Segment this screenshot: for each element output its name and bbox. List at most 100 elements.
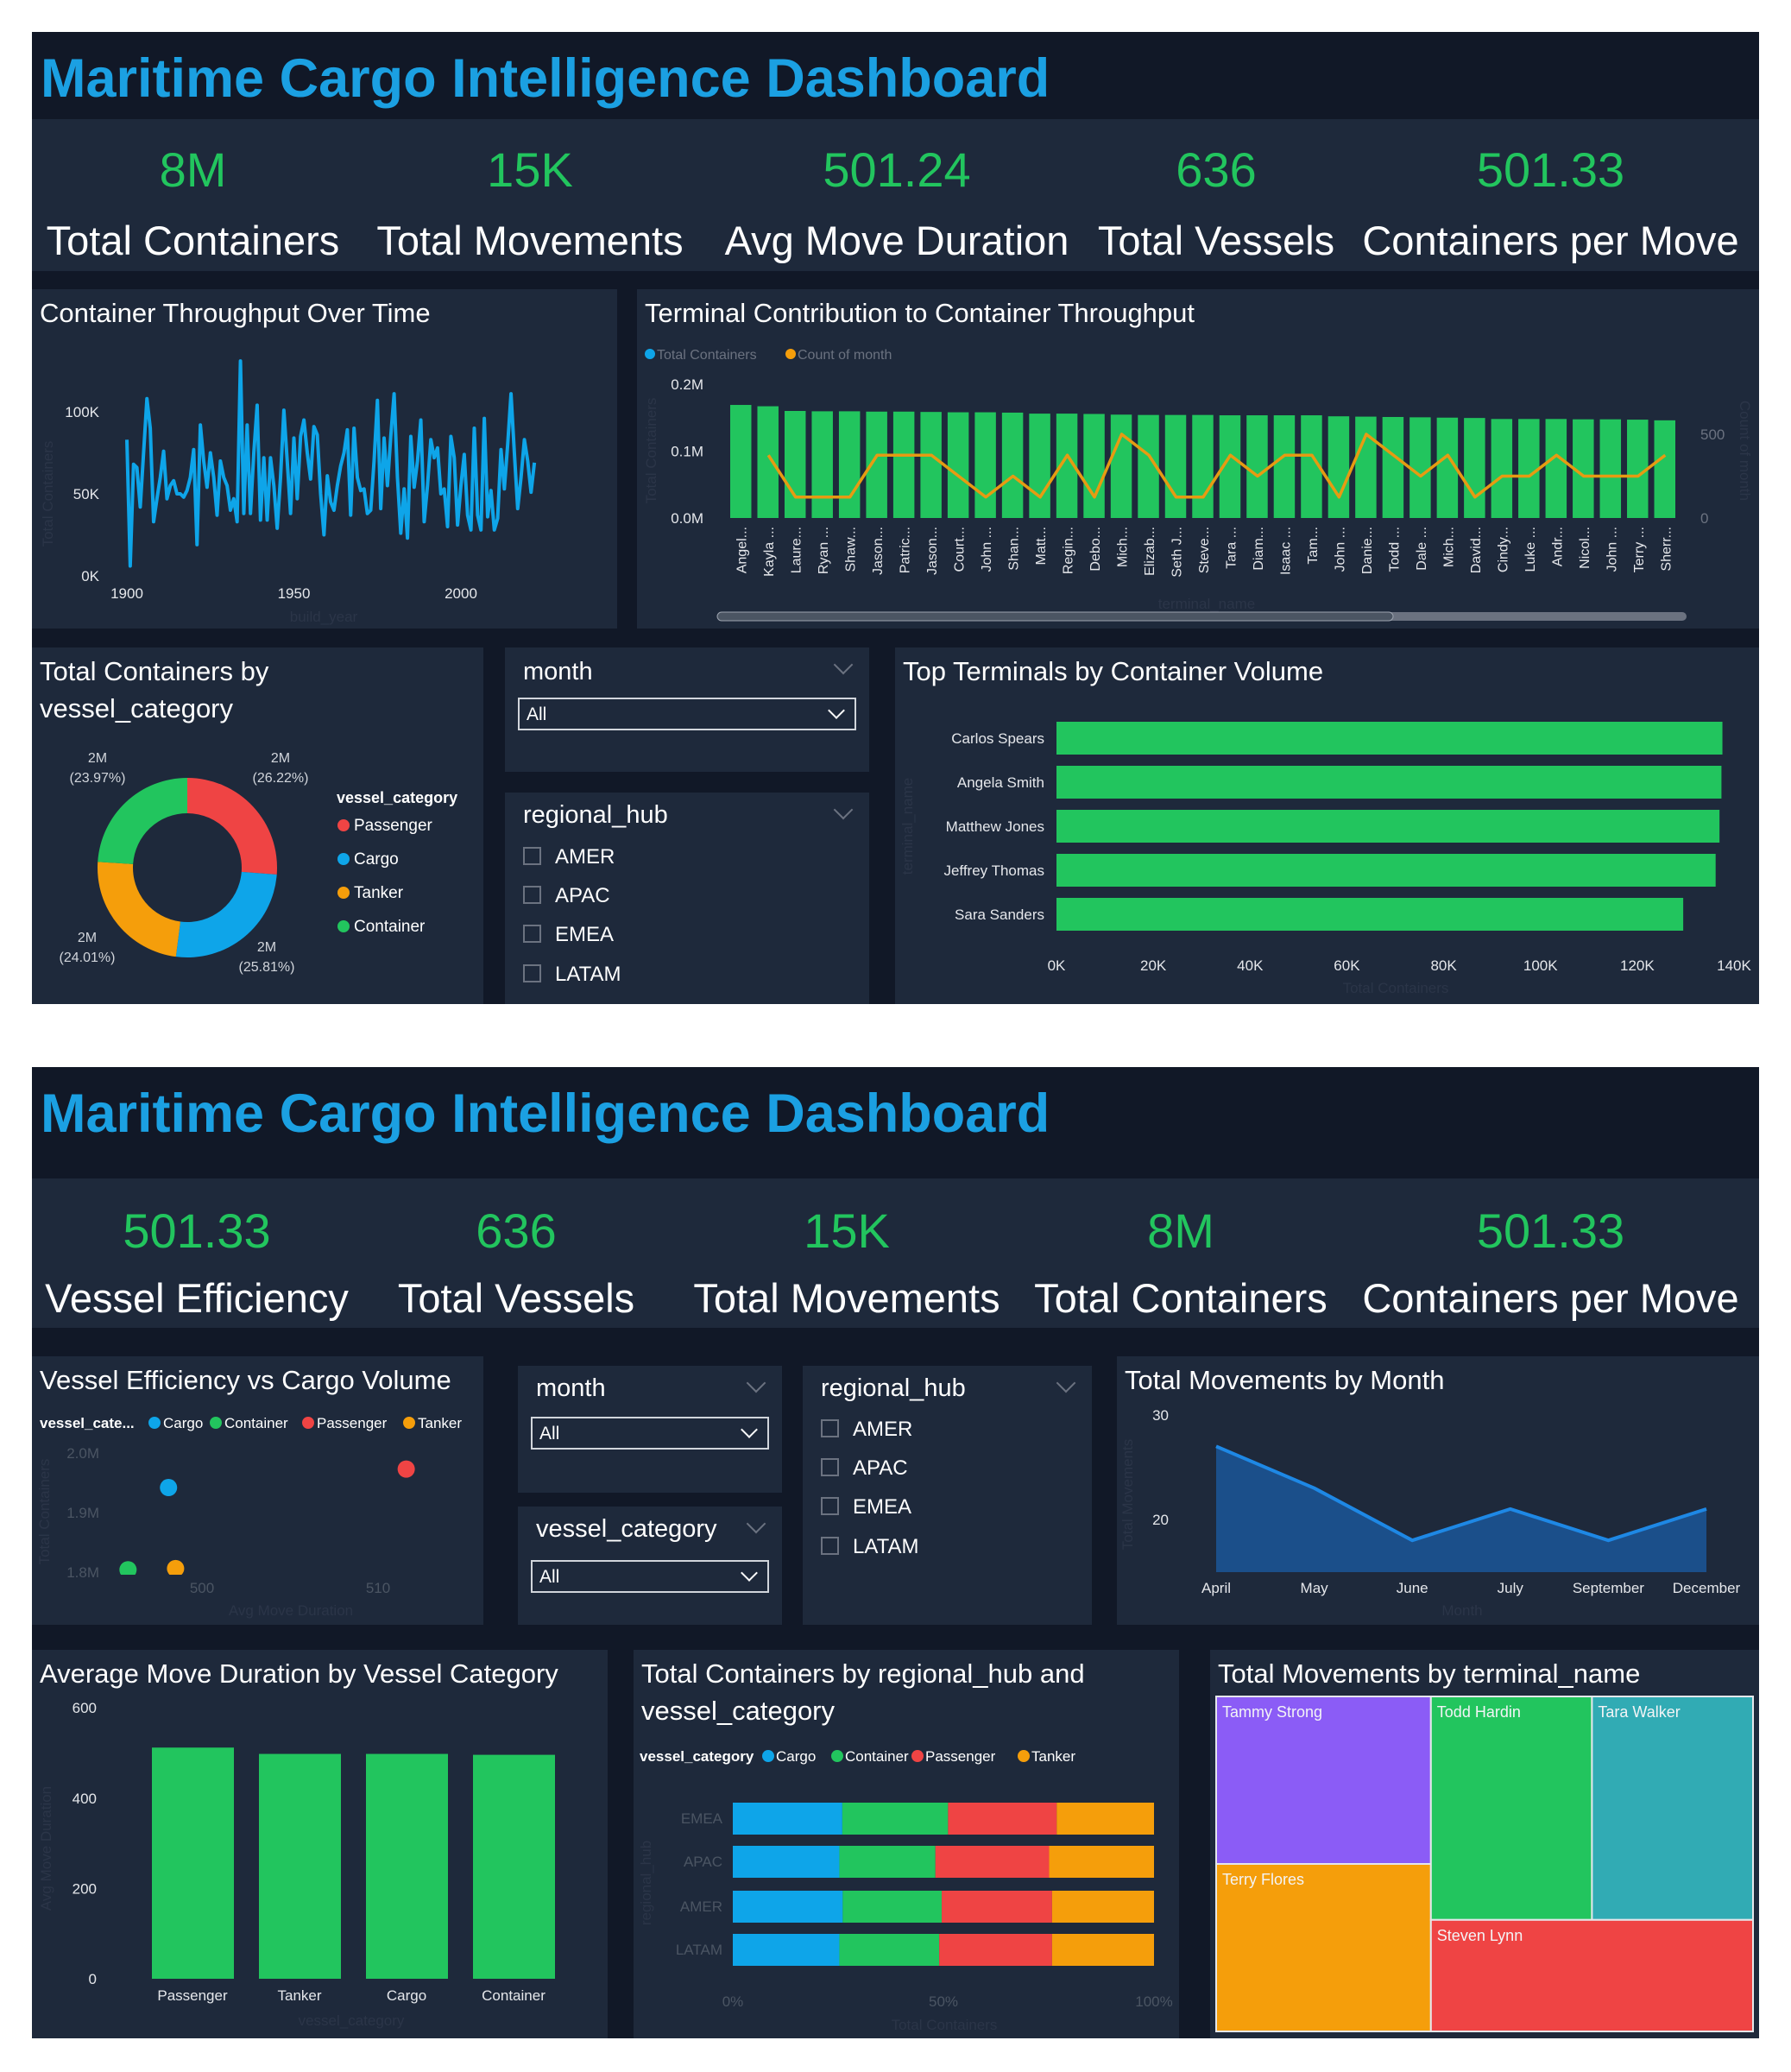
bar[interactable] (1110, 414, 1132, 518)
bar[interactable] (366, 1753, 448, 1979)
treemap-tile[interactable] (1429, 1696, 1593, 1921)
donut-slice-passenger[interactable] (187, 778, 278, 875)
chevron-down-icon[interactable] (833, 799, 854, 820)
donut-slice-tanker[interactable] (97, 862, 181, 957)
chevron-down-icon[interactable] (746, 1373, 766, 1393)
stacked-segment-cargo[interactable] (733, 1891, 843, 1923)
option-label[interactable]: APAC (853, 1456, 908, 1480)
bar[interactable] (1192, 414, 1214, 518)
stacked-segment-passenger[interactable] (935, 1846, 1050, 1878)
scatter-point-passenger[interactable] (397, 1460, 415, 1478)
bar[interactable] (1382, 416, 1404, 518)
bar[interactable] (1246, 415, 1268, 518)
bar[interactable] (1273, 415, 1296, 518)
stacked-segment-container[interactable] (839, 1846, 936, 1878)
checkbox-amer[interactable] (821, 1419, 839, 1437)
month-dropdown[interactable]: All (531, 1417, 769, 1450)
avg-duration-panel[interactable]: Average Move Duration by Vessel Category… (32, 1650, 608, 2038)
donut-slice-cargo[interactable] (175, 871, 277, 957)
option-label[interactable]: LATAM (853, 1535, 919, 1558)
bar[interactable] (730, 405, 752, 518)
bar[interactable] (811, 411, 833, 518)
top-terminals-panel[interactable]: Top Terminals by Container Volume Carlos… (895, 648, 1759, 1004)
bar[interactable] (1599, 419, 1622, 518)
option-label[interactable]: LATAM (555, 963, 621, 986)
movements-by-month-panel[interactable]: Total Movements by Month 20 30 April May Jun… (1117, 1356, 1759, 1625)
bar[interactable] (1518, 419, 1540, 518)
bar[interactable] (920, 412, 942, 518)
treemap-panel[interactable]: Total Movements by terminal_name Tammy S… (1210, 1650, 1759, 2038)
stacked-segment-passenger[interactable] (939, 1934, 1052, 1966)
month-dropdown[interactable]: All (518, 698, 856, 730)
bar[interactable] (152, 1747, 234, 1979)
bar[interactable] (1056, 766, 1722, 799)
treemap-tile[interactable] (1215, 1696, 1432, 1865)
bar[interactable] (259, 1753, 341, 1979)
checkbox-emea[interactable] (523, 925, 541, 943)
bar[interactable] (1327, 416, 1350, 518)
treemap-tile[interactable] (1591, 1696, 1754, 1921)
bar[interactable] (757, 406, 779, 518)
bar[interactable] (1001, 412, 1024, 518)
bar[interactable] (473, 1754, 555, 1979)
option-label[interactable]: APAC (555, 884, 610, 907)
option-label[interactable]: EMEA (555, 923, 615, 946)
checkbox-apac[interactable] (523, 886, 541, 904)
chevron-down-icon[interactable] (746, 1513, 766, 1534)
stacked-bar-panel[interactable]: Total Containers by regional_hub and vess… (634, 1650, 1179, 2038)
scatter-point-cargo[interactable] (160, 1479, 178, 1497)
checkbox-latam[interactable] (523, 964, 541, 982)
bar[interactable] (838, 411, 861, 518)
stacked-segment-container[interactable] (839, 1934, 940, 1966)
checkbox-emea[interactable] (821, 1497, 839, 1515)
scatter-point-tanker[interactable] (167, 1559, 185, 1577)
stacked-segment-cargo[interactable] (733, 1846, 840, 1878)
stacked-segment-cargo[interactable] (733, 1803, 842, 1835)
bar[interactable] (1545, 419, 1567, 518)
bar[interactable] (784, 411, 806, 518)
throughput-chart-panel[interactable]: Container Throughput Over Time 0K 50K 100K… (32, 289, 617, 629)
horizontal-scrollbar-thumb[interactable] (716, 611, 1394, 622)
stacked-segment-tanker[interactable] (1049, 1846, 1154, 1878)
stacked-segment-tanker[interactable] (1051, 1934, 1154, 1966)
bar[interactable] (1029, 414, 1050, 518)
bar[interactable] (1491, 419, 1513, 518)
terminal-contribution-panel[interactable]: Terminal Contribution to Container Throu… (637, 289, 1759, 629)
bar[interactable] (1056, 722, 1723, 755)
stacked-segment-passenger[interactable] (948, 1803, 1057, 1835)
checkbox-apac[interactable] (821, 1458, 839, 1476)
donut-slice-container[interactable] (98, 778, 187, 864)
bar[interactable] (1164, 414, 1187, 518)
stacked-segment-cargo[interactable] (733, 1934, 840, 1966)
donut-chart-panel[interactable]: Total Containers by vessel_category 2M (26… (32, 648, 483, 1004)
bar[interactable] (1056, 898, 1684, 931)
option-label[interactable]: AMER (853, 1418, 913, 1441)
treemap-tile[interactable] (1215, 1863, 1432, 2032)
scatter-point-container[interactable] (119, 1561, 137, 1578)
option-label[interactable]: EMEA (853, 1495, 912, 1519)
stacked-segment-tanker[interactable] (1056, 1803, 1154, 1835)
bar[interactable] (1654, 420, 1675, 518)
stacked-segment-container[interactable] (842, 1891, 943, 1923)
chevron-down-icon[interactable] (833, 654, 854, 675)
bar[interactable] (1056, 854, 1716, 887)
stacked-segment-container[interactable] (842, 1803, 949, 1835)
bar[interactable] (1627, 420, 1649, 518)
option-label[interactable]: AMER (555, 845, 615, 869)
bar[interactable] (892, 411, 915, 518)
bar[interactable] (1355, 416, 1377, 518)
stacked-segment-passenger[interactable] (942, 1891, 1052, 1923)
bar[interactable] (947, 412, 969, 518)
vessel-category-dropdown[interactable]: All (531, 1560, 769, 1593)
chevron-down-icon[interactable] (1056, 1373, 1076, 1393)
checkbox-latam[interactable] (821, 1537, 839, 1555)
treemap-tile[interactable] (1429, 1918, 1755, 2032)
bar[interactable] (1056, 810, 1720, 843)
bar[interactable] (1409, 417, 1431, 518)
scatter-chart-panel[interactable]: Vessel Efficiency vs Cargo Volume vessel… (32, 1356, 483, 1625)
stacked-segment-tanker[interactable] (1051, 1891, 1154, 1923)
bar[interactable] (974, 412, 996, 518)
bar[interactable] (1083, 414, 1105, 518)
bar[interactable] (1464, 418, 1485, 518)
checkbox-amer[interactable] (523, 847, 541, 865)
